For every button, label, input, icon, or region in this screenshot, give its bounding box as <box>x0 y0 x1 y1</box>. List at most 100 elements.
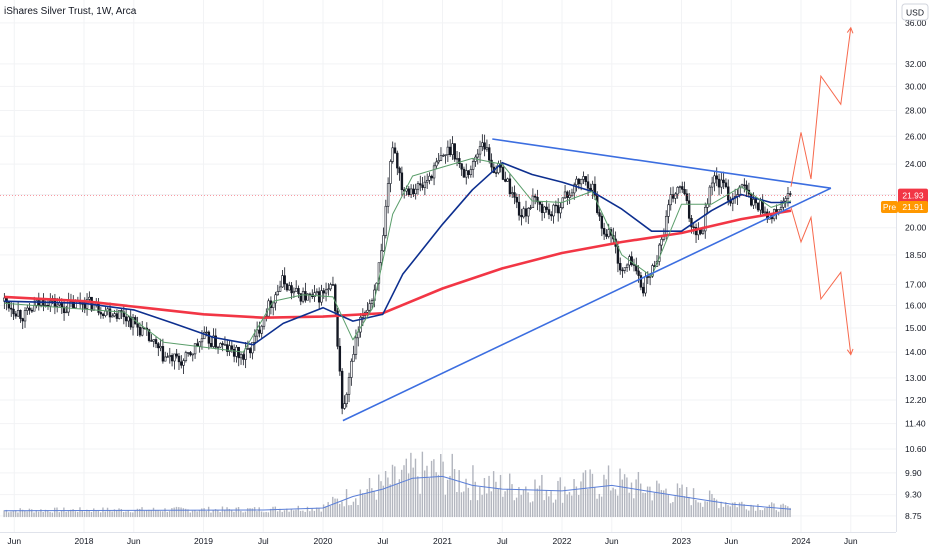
price-axis[interactable]: 36.0032.0030.0028.0026.0024.0022.0020.00… <box>905 18 927 521</box>
y-tick-label: 12.20 <box>905 395 927 405</box>
volume-bar <box>743 504 745 518</box>
volume-bar <box>191 510 194 518</box>
volume-bar <box>750 504 752 518</box>
x-tick-label: Jun <box>844 536 858 546</box>
candle-body <box>575 178 578 186</box>
premarket-price: 21.91 <box>902 202 924 212</box>
volume-bar <box>674 496 676 518</box>
volume-bar <box>341 501 343 518</box>
volume-bar <box>274 506 277 518</box>
candle-body <box>488 147 491 161</box>
volume-bar <box>56 507 58 518</box>
candle-body <box>141 327 144 336</box>
x-tick-label: Jun <box>127 536 141 546</box>
triangle-lower-line[interactable] <box>342 187 832 422</box>
candle-body <box>290 285 293 294</box>
volume-bar <box>435 472 437 518</box>
candle-body <box>175 353 178 357</box>
volume-bar <box>391 464 394 518</box>
candle-body <box>244 348 247 360</box>
candle-body <box>115 313 119 319</box>
volume-bar <box>757 504 759 518</box>
volume-bar <box>260 511 263 518</box>
volume-bar <box>748 510 750 518</box>
candle-body <box>602 228 606 235</box>
candle-body <box>446 146 450 156</box>
candle-body <box>671 194 675 199</box>
volume-bar <box>210 512 212 518</box>
time-axis[interactable]: Jun 2018 Jun 2019 Jul 2020 Jul 2021 Jul 2022 Jun 20… <box>7 536 857 546</box>
volume-bar <box>352 501 355 518</box>
candle-body <box>451 143 454 156</box>
volume-bar <box>182 508 185 518</box>
candle-body <box>168 355 171 358</box>
volume-bar <box>247 508 249 518</box>
volume-bar <box>364 494 366 518</box>
candle-body <box>283 275 286 285</box>
volume-bar <box>217 509 219 518</box>
triangle-upper-line[interactable] <box>492 138 832 189</box>
volume-bar <box>405 458 407 518</box>
candle-body <box>237 346 240 359</box>
candle-body <box>419 183 422 186</box>
volume-bar <box>348 505 350 518</box>
candle-body <box>37 300 41 306</box>
series-layer <box>3 134 792 512</box>
candle-body <box>7 302 11 309</box>
volume-bar <box>233 511 235 518</box>
candle-body <box>506 178 509 182</box>
y-tick-label: 20.00 <box>905 223 927 233</box>
volume-bar <box>288 511 290 518</box>
volume-bar <box>240 510 242 518</box>
volume-bar <box>752 505 755 518</box>
candle-body <box>577 178 581 185</box>
candle-body <box>28 307 31 311</box>
projection-up-path[interactable] <box>790 27 852 187</box>
candle-body <box>453 143 456 160</box>
volume-bar <box>417 476 419 518</box>
candle-body <box>632 264 636 266</box>
candle-body <box>543 206 546 213</box>
volume-bar <box>428 477 430 518</box>
candle-body <box>274 294 277 304</box>
volume-bar <box>685 487 688 518</box>
x-tick-label: 2018 <box>75 536 94 546</box>
candle-body <box>306 293 309 301</box>
candle-body <box>683 189 686 195</box>
volume-bar <box>93 508 95 518</box>
volume-bar <box>318 508 320 518</box>
volume-bar <box>120 508 123 518</box>
volume-bar <box>111 511 113 518</box>
candle-body <box>182 360 185 366</box>
candle-body <box>23 310 27 322</box>
volume-bar <box>460 492 463 518</box>
volume-bar <box>343 506 345 518</box>
volume-bar <box>589 469 591 518</box>
premarket-label: Pre <box>883 202 897 212</box>
candle-body <box>359 317 362 333</box>
candle-body <box>389 161 392 184</box>
candle-body <box>278 286 282 292</box>
candle-body <box>511 192 514 195</box>
candle-body <box>384 205 388 236</box>
volume-bar <box>506 488 509 518</box>
volume-bar <box>568 492 571 518</box>
candle-body <box>232 348 236 357</box>
volume-bar <box>782 503 784 518</box>
ma-long-line <box>4 209 792 319</box>
candle-body <box>529 207 532 209</box>
volume-bar <box>37 511 40 518</box>
x-tick-label: 2024 <box>792 536 811 546</box>
projection-down-path[interactable] <box>790 207 852 355</box>
currency-button[interactable]: USD <box>901 3 929 21</box>
candle-body <box>12 308 15 315</box>
volume-bar <box>366 489 368 518</box>
candle-body <box>322 290 325 294</box>
candle-body <box>432 165 436 179</box>
volume-bar <box>267 512 270 518</box>
candle-body <box>166 356 169 358</box>
candle-body <box>10 307 13 310</box>
volume-bar <box>207 506 210 518</box>
